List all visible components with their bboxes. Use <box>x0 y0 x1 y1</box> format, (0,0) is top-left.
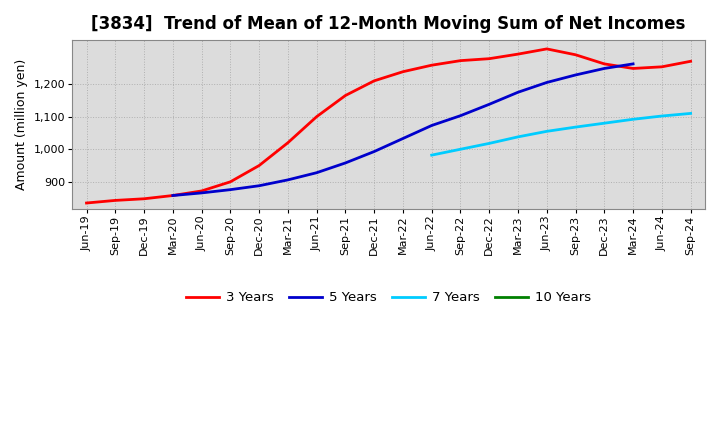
5 Years <box>168 193 177 198</box>
3 Years <box>485 56 494 61</box>
3 Years <box>168 193 177 198</box>
7 Years <box>428 153 436 158</box>
3 Years <box>140 196 148 202</box>
3 Years <box>513 51 522 57</box>
7 Years <box>600 121 608 126</box>
7 Years <box>513 134 522 139</box>
5 Years <box>428 123 436 128</box>
3 Years <box>255 163 264 168</box>
3 Years <box>312 114 321 119</box>
Line: 7 Years: 7 Years <box>432 114 690 155</box>
3 Years <box>82 200 91 205</box>
7 Years <box>629 117 637 122</box>
5 Years <box>226 187 235 192</box>
7 Years <box>686 111 695 116</box>
3 Years <box>600 61 608 66</box>
3 Years <box>370 78 379 84</box>
5 Years <box>629 61 637 66</box>
3 Years <box>111 198 120 203</box>
5 Years <box>399 136 408 141</box>
3 Years <box>686 59 695 64</box>
3 Years <box>428 62 436 68</box>
Y-axis label: Amount (million yen): Amount (million yen) <box>15 59 28 190</box>
5 Years <box>341 160 350 165</box>
3 Years <box>399 69 408 74</box>
Title: [3834]  Trend of Mean of 12-Month Moving Sum of Net Incomes: [3834] Trend of Mean of 12-Month Moving … <box>91 15 685 33</box>
7 Years <box>542 128 551 134</box>
3 Years <box>341 93 350 98</box>
7 Years <box>456 147 465 152</box>
3 Years <box>657 64 666 70</box>
7 Years <box>657 114 666 119</box>
3 Years <box>197 188 206 194</box>
7 Years <box>571 125 580 130</box>
Line: 3 Years: 3 Years <box>86 49 690 203</box>
5 Years <box>312 170 321 176</box>
5 Years <box>284 177 292 183</box>
5 Years <box>571 72 580 77</box>
5 Years <box>370 149 379 154</box>
5 Years <box>542 80 551 85</box>
3 Years <box>226 179 235 184</box>
3 Years <box>456 58 465 63</box>
Line: 5 Years: 5 Years <box>173 64 633 195</box>
3 Years <box>542 46 551 51</box>
3 Years <box>284 140 292 145</box>
5 Years <box>513 90 522 95</box>
7 Years <box>485 141 494 146</box>
Legend: 3 Years, 5 Years, 7 Years, 10 Years: 3 Years, 5 Years, 7 Years, 10 Years <box>181 286 596 309</box>
5 Years <box>600 66 608 71</box>
5 Years <box>485 102 494 107</box>
3 Years <box>629 66 637 71</box>
5 Years <box>197 190 206 195</box>
3 Years <box>571 52 580 57</box>
5 Years <box>456 113 465 118</box>
5 Years <box>255 183 264 188</box>
